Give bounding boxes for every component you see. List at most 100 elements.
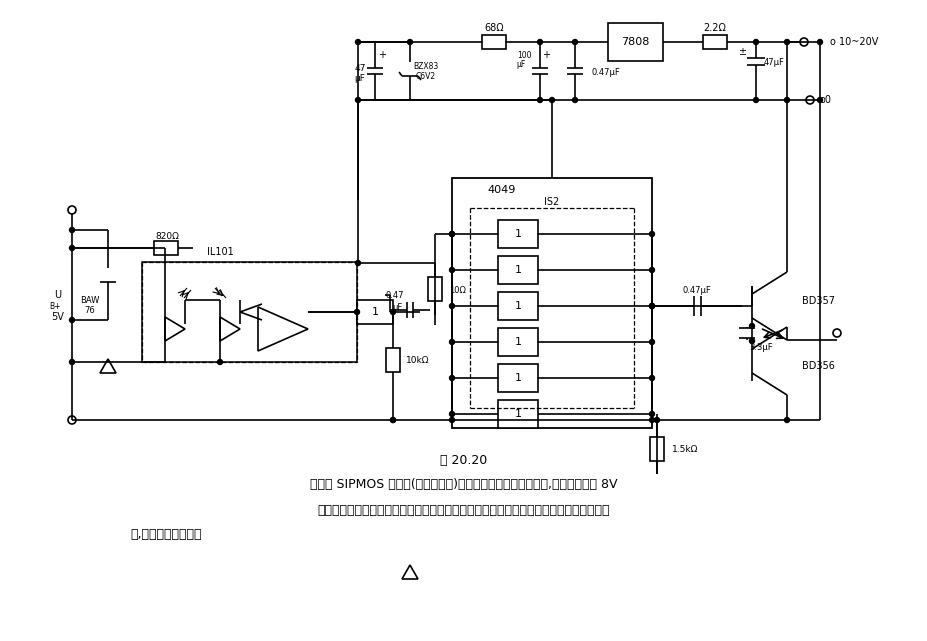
Text: 100: 100: [516, 51, 530, 60]
Circle shape: [70, 317, 74, 322]
Text: 76: 76: [84, 306, 95, 315]
Circle shape: [449, 303, 454, 308]
Text: 4049: 4049: [488, 185, 515, 195]
Bar: [703, 35, 726, 49]
Circle shape: [449, 412, 454, 417]
Text: IL101: IL101: [207, 247, 233, 257]
Text: 10Ω: 10Ω: [449, 285, 465, 294]
Circle shape: [449, 340, 454, 344]
Circle shape: [390, 417, 395, 422]
Bar: [498, 292, 538, 320]
Text: 1: 1: [514, 409, 521, 419]
Circle shape: [649, 267, 654, 272]
Circle shape: [783, 40, 789, 44]
Text: 1: 1: [514, 301, 521, 311]
Circle shape: [537, 97, 542, 103]
Circle shape: [572, 97, 577, 103]
Text: 10kΩ: 10kΩ: [405, 356, 429, 365]
Circle shape: [753, 40, 757, 44]
Text: o 10~20V: o 10~20V: [829, 37, 878, 47]
Text: +: +: [541, 50, 550, 60]
Text: 1: 1: [514, 337, 521, 347]
Text: 68Ω: 68Ω: [484, 23, 503, 33]
Circle shape: [817, 97, 821, 103]
Bar: [498, 364, 538, 392]
Circle shape: [390, 417, 395, 422]
Circle shape: [70, 246, 74, 251]
Text: BD357: BD357: [801, 296, 834, 306]
Circle shape: [649, 417, 654, 422]
Circle shape: [355, 97, 360, 103]
Circle shape: [355, 260, 360, 265]
Bar: [498, 400, 538, 428]
Text: 47: 47: [354, 63, 365, 72]
Bar: [649, 437, 664, 461]
Bar: [607, 23, 662, 61]
Text: o0: o0: [819, 95, 832, 105]
Circle shape: [749, 338, 754, 344]
Circle shape: [649, 340, 654, 344]
Circle shape: [537, 40, 542, 44]
Text: 7808: 7808: [621, 37, 649, 47]
Circle shape: [649, 303, 654, 308]
Circle shape: [753, 97, 757, 103]
Circle shape: [649, 412, 654, 417]
Circle shape: [649, 376, 654, 381]
Text: 1: 1: [514, 229, 521, 239]
Text: 0.47: 0.47: [386, 290, 404, 299]
Bar: [451, 178, 652, 428]
Text: 1: 1: [514, 373, 521, 383]
Text: 0.47μF: 0.47μF: [682, 285, 711, 294]
Bar: [357, 300, 392, 324]
Text: 为了使 SIPMOS 晶体管(图中未示出)导通时有所要求的上升速度,这里采用了由 8V: 为了使 SIPMOS 晶体管(图中未示出)导通时有所要求的上升速度,这里采用了由…: [310, 478, 617, 492]
Text: BD356: BD356: [801, 361, 834, 371]
Text: 稳压供电的推挽电路。推挽电路晶体管由六个并联反相器控制。为了与输入电路的电位隔: 稳压供电的推挽电路。推挽电路晶体管由六个并联反相器控制。为了与输入电路的电位隔: [317, 503, 610, 517]
Text: 图 20.20: 图 20.20: [440, 453, 487, 467]
Circle shape: [654, 417, 659, 422]
Circle shape: [449, 267, 454, 272]
Circle shape: [783, 417, 789, 422]
Circle shape: [549, 97, 554, 103]
Text: 1.5kΩ: 1.5kΩ: [671, 444, 698, 453]
Circle shape: [390, 310, 395, 315]
Circle shape: [355, 40, 360, 44]
Circle shape: [70, 228, 74, 233]
Circle shape: [649, 303, 654, 308]
Text: 1: 1: [371, 307, 378, 317]
Circle shape: [449, 231, 454, 237]
Bar: [498, 220, 538, 248]
Bar: [427, 277, 441, 301]
Text: BZX83: BZX83: [413, 62, 438, 71]
Text: IS2: IS2: [544, 197, 559, 207]
Text: U: U: [55, 290, 61, 300]
Circle shape: [649, 303, 654, 308]
Text: μF: μF: [354, 74, 365, 83]
Text: μF: μF: [515, 60, 525, 69]
Text: C6V2: C6V2: [415, 72, 436, 81]
Text: 47μF: 47μF: [763, 58, 783, 67]
Bar: [481, 35, 505, 49]
Text: 2.2Ω: 2.2Ω: [703, 23, 726, 33]
Bar: [498, 328, 538, 356]
Text: 3.3μF: 3.3μF: [748, 342, 772, 351]
Circle shape: [70, 360, 74, 365]
Text: 1: 1: [514, 265, 521, 275]
Circle shape: [817, 40, 821, 44]
Text: ±: ±: [737, 47, 745, 57]
Circle shape: [572, 40, 577, 44]
Circle shape: [449, 417, 454, 422]
Circle shape: [749, 324, 754, 328]
Text: BAW: BAW: [81, 296, 99, 304]
Text: B+: B+: [49, 301, 60, 310]
Text: 5V: 5V: [52, 312, 64, 322]
Circle shape: [354, 310, 359, 315]
Circle shape: [449, 231, 454, 237]
Circle shape: [649, 231, 654, 237]
Text: 0.47μF: 0.47μF: [591, 67, 620, 76]
Text: 820Ω: 820Ω: [155, 231, 179, 240]
Bar: [142, 262, 357, 362]
Bar: [154, 241, 178, 255]
Circle shape: [449, 376, 454, 381]
Text: μF: μF: [391, 303, 401, 312]
Bar: [498, 256, 538, 284]
